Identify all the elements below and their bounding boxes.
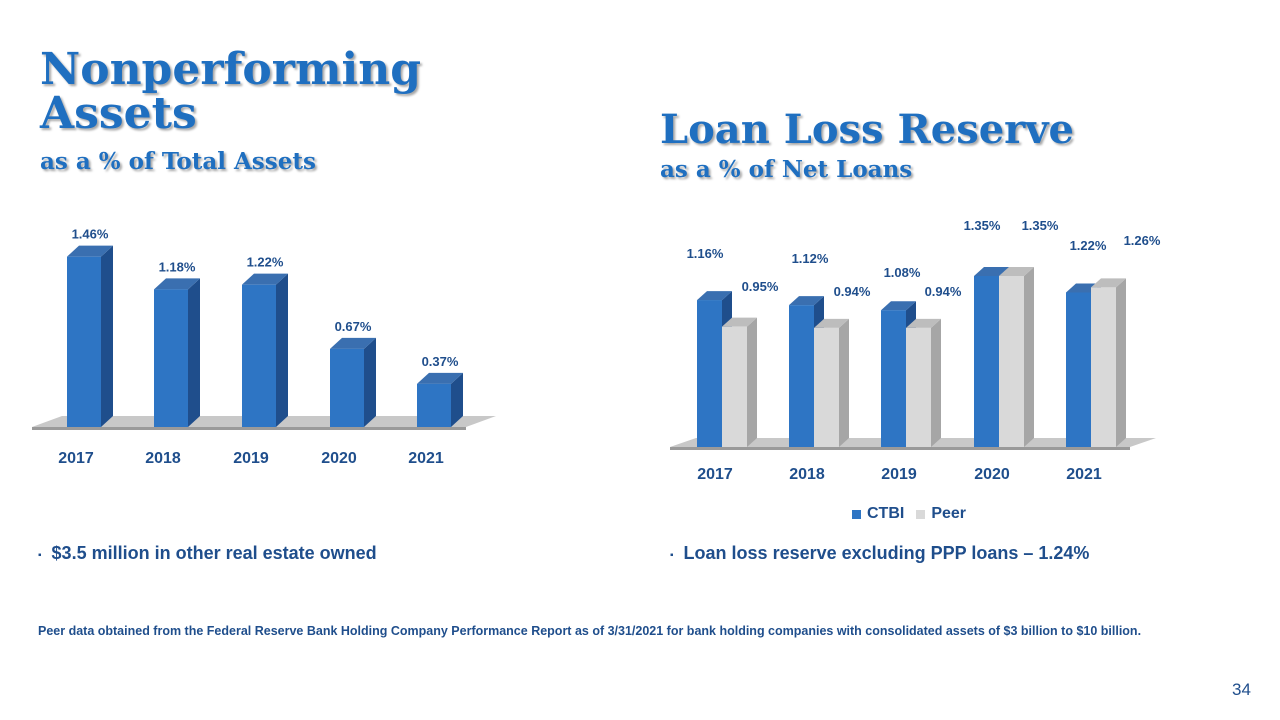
right-chart-title: Loan Loss Reserve	[660, 106, 1074, 153]
left-bar-2020-side	[364, 337, 376, 427]
left-bar-2021	[417, 383, 451, 427]
left-x-tick-2018: 2018	[145, 450, 181, 467]
left-data-label-2018: 1.18%	[159, 259, 196, 274]
right-x-tick-2019: 2019	[881, 466, 917, 483]
left-chart-title: Nonperforming Assets	[40, 44, 421, 139]
right-chart-legend: CTBI Peer	[852, 505, 966, 523]
right-data-label-peer-2019: 0.94%	[925, 284, 962, 299]
right-bar-ctbi-2019-top	[881, 301, 916, 311]
left-bar-2018-top	[154, 278, 200, 290]
legend-label-peer: Peer	[931, 505, 967, 522]
legend-swatch-ctbi	[852, 509, 861, 519]
right-bar-peer-2019	[906, 327, 931, 447]
left-x-tick-2019: 2019	[233, 450, 269, 467]
bullet-marker-icon: ▪	[38, 550, 42, 561]
right-data-label-peer-2017: 0.95%	[742, 279, 779, 294]
left-chart-floor-edge	[32, 427, 466, 430]
legend-swatch-peer	[916, 509, 926, 519]
left-data-label-2021: 0.37%	[422, 354, 459, 369]
right-bar-peer-2021	[1091, 287, 1116, 447]
left-data-label-2020: 0.67%	[335, 319, 372, 334]
right-bar-ctbi-2018	[789, 305, 814, 447]
right-bar-peer-2017-top	[722, 317, 757, 327]
left-bar-2017-side	[101, 245, 113, 427]
left-bar-2018	[154, 289, 188, 427]
right-x-tick-2021: 2021	[1066, 466, 1102, 483]
right-bar-peer-2017	[722, 326, 747, 447]
left-x-tick-2020: 2020	[321, 450, 357, 467]
right-bar-ctbi-2020	[974, 276, 999, 447]
bullet-right: ▪ Loan loss reserve excluding PPP loans …	[670, 543, 1140, 569]
left-bar-2018-side	[188, 278, 200, 427]
right-data-label-peer-2021: 1.26%	[1124, 233, 1161, 248]
left-bar-2019	[242, 284, 276, 427]
right-bar-peer-2019-side	[931, 318, 941, 447]
right-chart-subtitle: as a % of Net Loans	[660, 156, 913, 183]
page-number: 34	[1232, 680, 1251, 699]
bullet-marker-icon: ▪	[670, 550, 674, 561]
right-x-tick-2020: 2020	[974, 466, 1010, 483]
left-x-tick-2017: 2017	[58, 450, 94, 467]
footnote: Peer data obtained from the Federal Rese…	[38, 624, 1142, 638]
left-data-label-2017: 1.46%	[72, 227, 109, 242]
right-bar-peer-2017-side	[747, 317, 757, 447]
left-bar-2017-top	[67, 245, 113, 257]
right-data-label-ctbi-2021: 1.22%	[1070, 238, 1107, 253]
left-data-label-2019: 1.22%	[247, 255, 284, 270]
right-data-label-ctbi-2020: 1.35%	[964, 218, 1001, 233]
bullet-left-text: $3.5 million in other real estate owned	[51, 543, 377, 563]
left-bar-2019-top	[242, 273, 288, 285]
left-bar-2020-top	[330, 337, 376, 349]
right-bar-peer-2020	[999, 276, 1024, 447]
right-bar-peer-2018	[814, 327, 839, 447]
left-bar-2021-side	[451, 372, 463, 427]
right-data-label-peer-2020: 1.35%	[1022, 218, 1059, 233]
right-data-label-ctbi-2018: 1.12%	[792, 251, 829, 266]
bullet-left: ▪ $3.5 million in other real estate owne…	[38, 543, 377, 569]
right-bar-ctbi-2017	[697, 300, 722, 447]
right-data-label-peer-2018: 0.94%	[834, 284, 871, 299]
right-bar-ctbi-2021	[1066, 292, 1091, 447]
left-bar-2019-side	[276, 273, 288, 427]
right-chart-floor-edge	[670, 447, 1130, 450]
right-x-tick-2018: 2018	[789, 466, 825, 483]
left-bar-2021-top	[417, 372, 463, 384]
right-bar-peer-2021-side	[1116, 278, 1126, 447]
right-bar-peer-2019-top	[906, 318, 941, 328]
right-bar-peer-2018-top	[814, 318, 849, 328]
right-data-label-ctbi-2019: 1.08%	[884, 265, 921, 280]
right-bar-peer-2018-side	[839, 318, 849, 447]
left-chart-subtitle: as a % of Total Assets	[40, 148, 316, 175]
left-x-tick-2021: 2021	[408, 450, 444, 467]
right-x-tick-2017: 2017	[697, 466, 733, 483]
right-bar-ctbi-2020-top	[974, 267, 1009, 276]
right-bar-ctbi-2018-top	[789, 296, 824, 306]
right-bar-ctbi-2017-top	[697, 291, 732, 301]
bullet-right-text: Loan loss reserve excluding PPP loans – …	[683, 543, 1090, 563]
right-bar-ctbi-2019	[881, 310, 906, 447]
right-bar-peer-2020-side	[1024, 267, 1034, 447]
right-bar-peer-2021-top	[1091, 278, 1126, 288]
legend-label-ctbi: CTBI	[867, 505, 905, 522]
left-bar-2017	[67, 256, 101, 427]
left-bar-2020	[330, 348, 364, 427]
right-data-label-ctbi-2017: 1.16%	[687, 246, 724, 261]
right-bar-peer-2020-top	[999, 267, 1034, 276]
